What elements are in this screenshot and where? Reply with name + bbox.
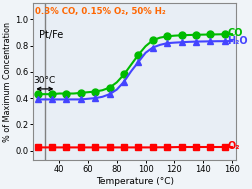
Text: 30°C: 30°C <box>34 76 56 85</box>
Text: CO: CO <box>228 28 243 38</box>
Text: Pt/Fe: Pt/Fe <box>39 30 63 40</box>
X-axis label: Temperature (°C): Temperature (°C) <box>96 177 174 186</box>
Text: 0.3% CO, 0.15% O₂, 50% H₂: 0.3% CO, 0.15% O₂, 50% H₂ <box>35 7 166 16</box>
Text: O₂: O₂ <box>228 141 240 151</box>
Text: H₂O: H₂O <box>228 36 248 46</box>
Y-axis label: % of Maximum Concentration: % of Maximum Concentration <box>4 22 12 142</box>
